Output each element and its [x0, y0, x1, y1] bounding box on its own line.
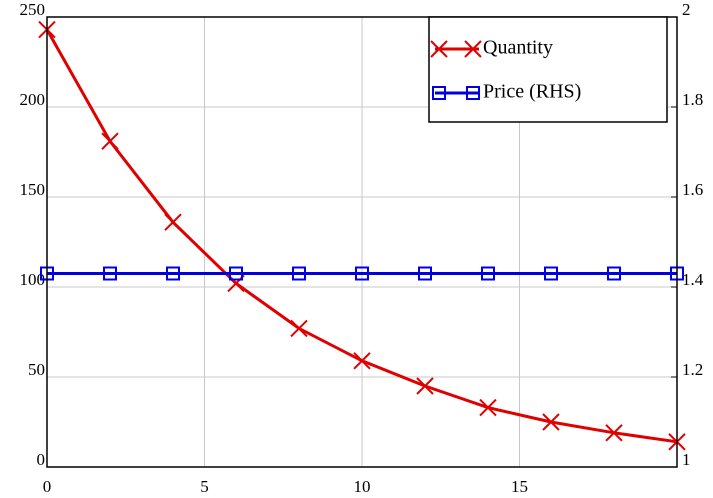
legend-box	[428, 16, 668, 123]
marker	[355, 266, 369, 281]
marker	[430, 40, 448, 58]
marker	[542, 413, 560, 431]
marker	[479, 398, 497, 417]
marker	[164, 213, 182, 231]
marker	[166, 266, 180, 281]
y-tick-label: 250	[20, 0, 46, 19]
marker	[416, 377, 434, 395]
marker	[432, 86, 446, 100]
legend-label: Price (RHS)	[483, 81, 581, 103]
marker	[229, 266, 243, 281]
marker	[292, 266, 306, 281]
marker	[466, 86, 480, 100]
x-tick-label: 15	[511, 477, 528, 496]
x-tick-label: 0	[43, 477, 52, 496]
y2-tick-label: 1.4	[682, 270, 704, 289]
y2-tick-label: 1	[682, 450, 691, 469]
marker	[605, 424, 623, 442]
marker	[464, 40, 482, 58]
y-tick-label: 200	[20, 90, 46, 109]
legend-label: Quantity	[483, 37, 553, 59]
marker	[481, 266, 495, 281]
y2-tick-label: 1.6	[682, 180, 703, 199]
marker	[544, 266, 558, 281]
x-tick-label: 5	[200, 477, 209, 496]
y-tick-label: 150	[20, 180, 46, 199]
marker	[101, 132, 119, 150]
y2-tick-label: 1.2	[682, 360, 703, 379]
marker	[103, 266, 117, 281]
plot-frame	[46, 16, 678, 468]
y2-tick-label: 2	[682, 0, 691, 19]
marker	[290, 319, 308, 338]
y2-tick-label: 1.8	[682, 90, 703, 109]
marker	[353, 352, 371, 370]
x-tick-label: 10	[354, 477, 371, 496]
y-tick-label: 50	[28, 360, 45, 379]
marker	[418, 266, 432, 281]
y-tick-label: 0	[37, 450, 46, 469]
y-tick-label: 100	[20, 270, 46, 289]
marker	[607, 266, 621, 281]
